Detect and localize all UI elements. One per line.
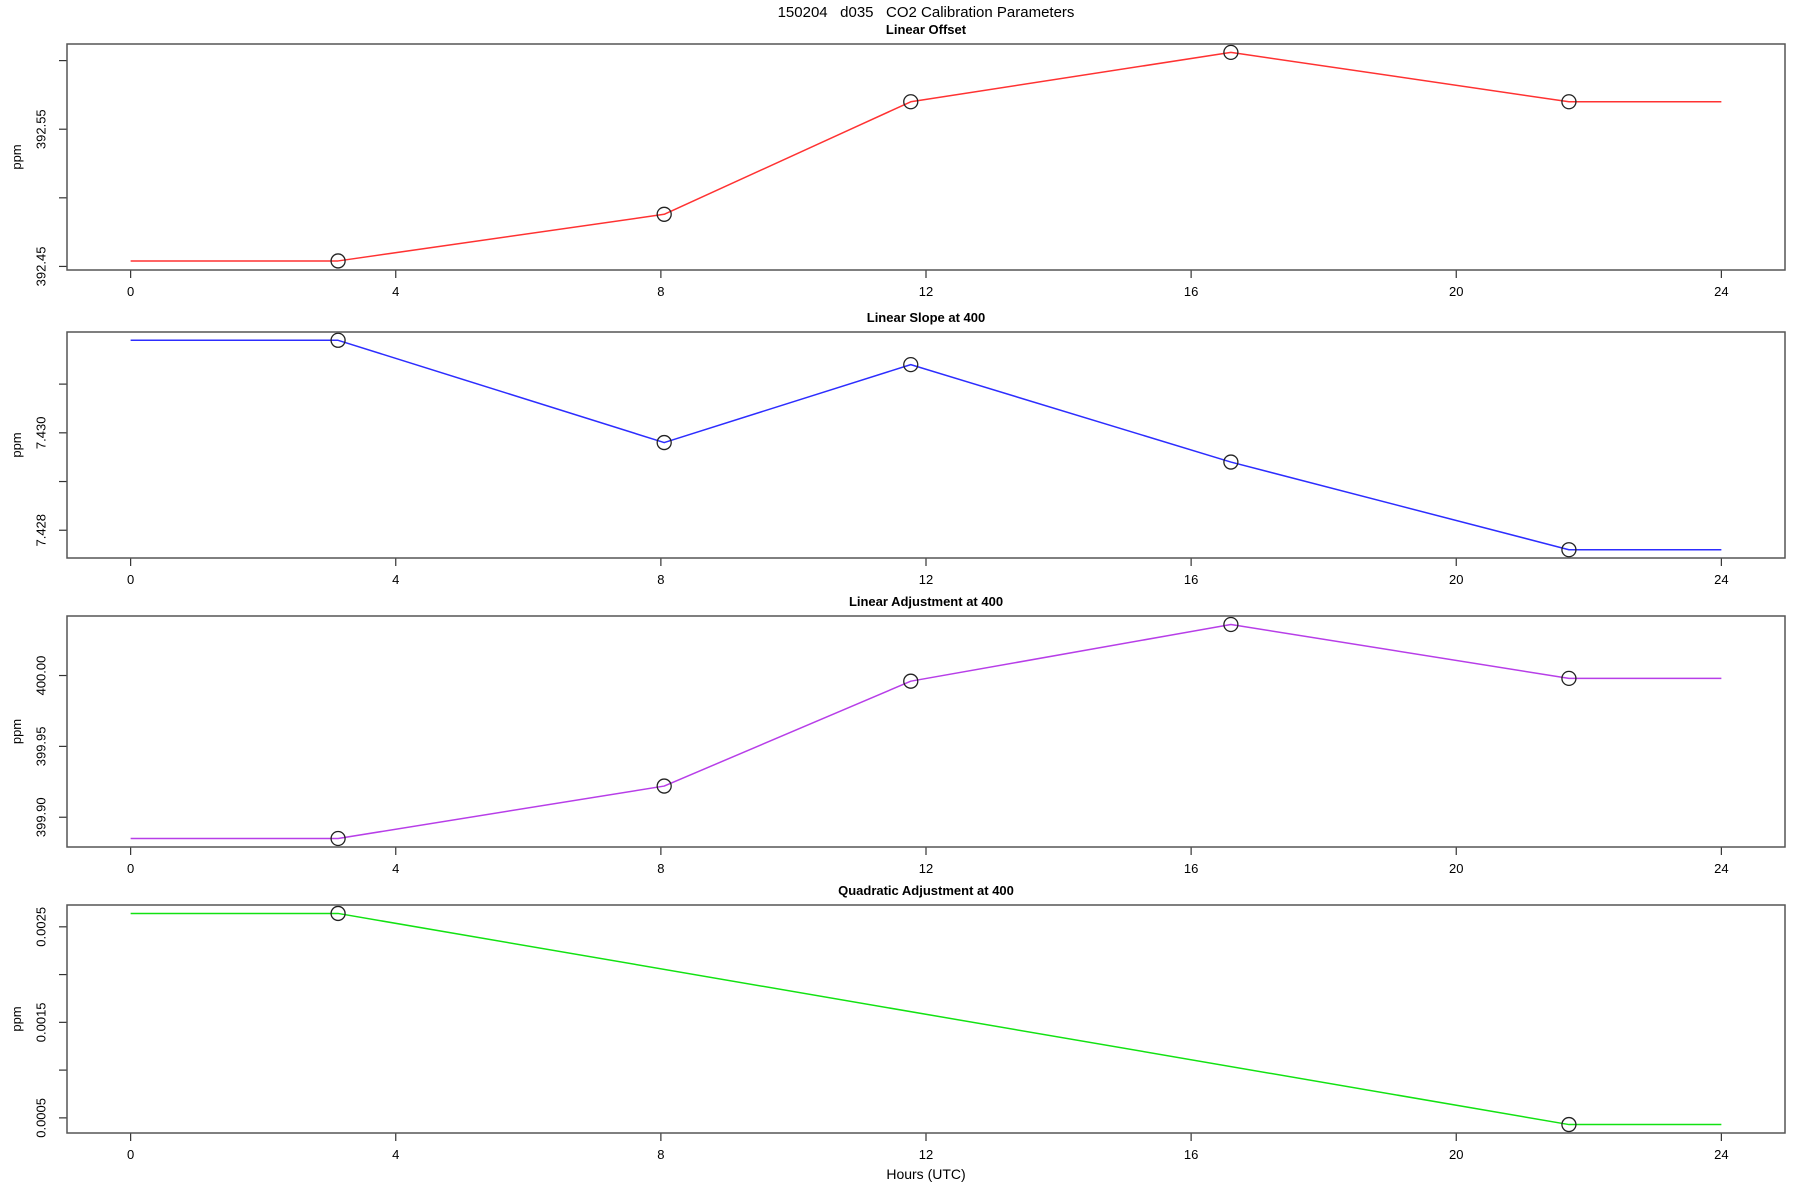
x-axis-title: Hours (UTC) (886, 1166, 966, 1182)
y-tick-label: 0.0015 (33, 1002, 48, 1042)
data-point-marker (656, 778, 672, 794)
subplot-4: Quadratic Adjustment at 400 ppm 0.0005 0.00… (9, 883, 1786, 1162)
y-tick-label: 399.95 (33, 726, 48, 766)
x-tick-label: 24 (1714, 1147, 1728, 1162)
y-tick-label: 7.430 (33, 417, 48, 450)
x-tick-label: 24 (1714, 284, 1728, 299)
x-tick-label: 4 (392, 284, 399, 299)
data-point-marker (1561, 94, 1577, 110)
panel-border (66, 43, 1786, 271)
x-tick-label: 20 (1449, 1147, 1463, 1162)
data-point-marker (1561, 670, 1577, 687)
data-point-marker (1223, 44, 1239, 61)
data-point-marker (1561, 542, 1577, 558)
subplot-title: Linear Slope at 400 (867, 310, 986, 325)
x-tick-label: 8 (657, 861, 664, 876)
x-tick-label: 0 (127, 572, 134, 587)
data-point-marker (903, 94, 919, 110)
data-point-marker (1223, 616, 1239, 633)
subplot-3: Linear Adjustment at 400 ppm 399.90 399.95 4… (9, 594, 1786, 876)
x-tick-label: 12 (919, 1147, 933, 1162)
data-point-marker (330, 905, 346, 922)
y-axis-label: ppm (9, 719, 24, 744)
x-tick-label: 16 (1184, 284, 1198, 299)
data-point-marker (656, 206, 672, 222)
subplot-title: Quadratic Adjustment at 400 (838, 883, 1014, 898)
x-tick-label: 4 (392, 1147, 399, 1162)
y-axis-label: ppm (9, 432, 24, 457)
x-tick-label: 0 (127, 1147, 134, 1162)
subplot-title: Linear Offset (886, 22, 967, 37)
x-tick-label: 24 (1714, 861, 1728, 876)
x-tick-label: 4 (392, 861, 399, 876)
data-point-marker (903, 356, 919, 373)
data-point-marker (1223, 454, 1239, 470)
x-tick-label: 0 (127, 861, 134, 876)
data-point-marker (330, 830, 346, 847)
x-tick-label: 20 (1449, 572, 1463, 587)
data-point-marker (330, 332, 346, 348)
y-tick-label: 0.0025 (33, 907, 48, 947)
x-tick-label: 20 (1449, 861, 1463, 876)
subplot-1: Linear Offset ppm 392.45 392.55 0 4 8 12 16 20 24 (9, 22, 1786, 299)
x-tick-label: 0 (127, 284, 134, 299)
data-point-marker (656, 434, 672, 451)
y-tick-label: 0.0005 (33, 1098, 48, 1138)
x-tick-label: 8 (657, 284, 664, 299)
x-tick-label: 8 (657, 572, 664, 587)
y-tick-label: 7.428 (33, 514, 48, 547)
y-axis-label: ppm (9, 1006, 24, 1031)
y-tick-label: 392.45 (33, 247, 48, 287)
data-point-marker (1561, 1116, 1577, 1133)
x-tick-label: 16 (1184, 572, 1198, 587)
data-line (130, 51, 1722, 262)
data-line (130, 912, 1722, 1126)
panel-border (66, 904, 1786, 1134)
x-tick-label: 16 (1184, 1147, 1198, 1162)
x-tick-label: 12 (919, 572, 933, 587)
data-line (130, 623, 1722, 840)
x-tick-label: 20 (1449, 284, 1463, 299)
subplot-2: Linear Slope at 400 ppm 7.428 7.430 0 4 8 12 16 2… (9, 310, 1786, 587)
subplot-title: Linear Adjustment at 400 (849, 594, 1003, 609)
y-tick-label: 392.55 (33, 109, 48, 149)
y-tick-label: 399.90 (33, 797, 48, 837)
data-point-marker (330, 253, 346, 269)
x-tick-label: 24 (1714, 572, 1728, 587)
page-title: 150204 d035 CO2 Calibration Parameters (777, 4, 1075, 21)
panel-border (66, 331, 1786, 559)
data-point-marker (903, 673, 919, 689)
x-tick-label: 12 (919, 284, 933, 299)
y-tick-label: 400.00 (33, 656, 48, 696)
panel-border (66, 615, 1786, 848)
x-tick-label: 12 (919, 861, 933, 876)
y-axis-label: ppm (9, 144, 24, 169)
x-tick-label: 16 (1184, 861, 1198, 876)
x-tick-label: 4 (392, 572, 399, 587)
data-line (130, 339, 1722, 551)
x-tick-label: 8 (657, 1147, 664, 1162)
